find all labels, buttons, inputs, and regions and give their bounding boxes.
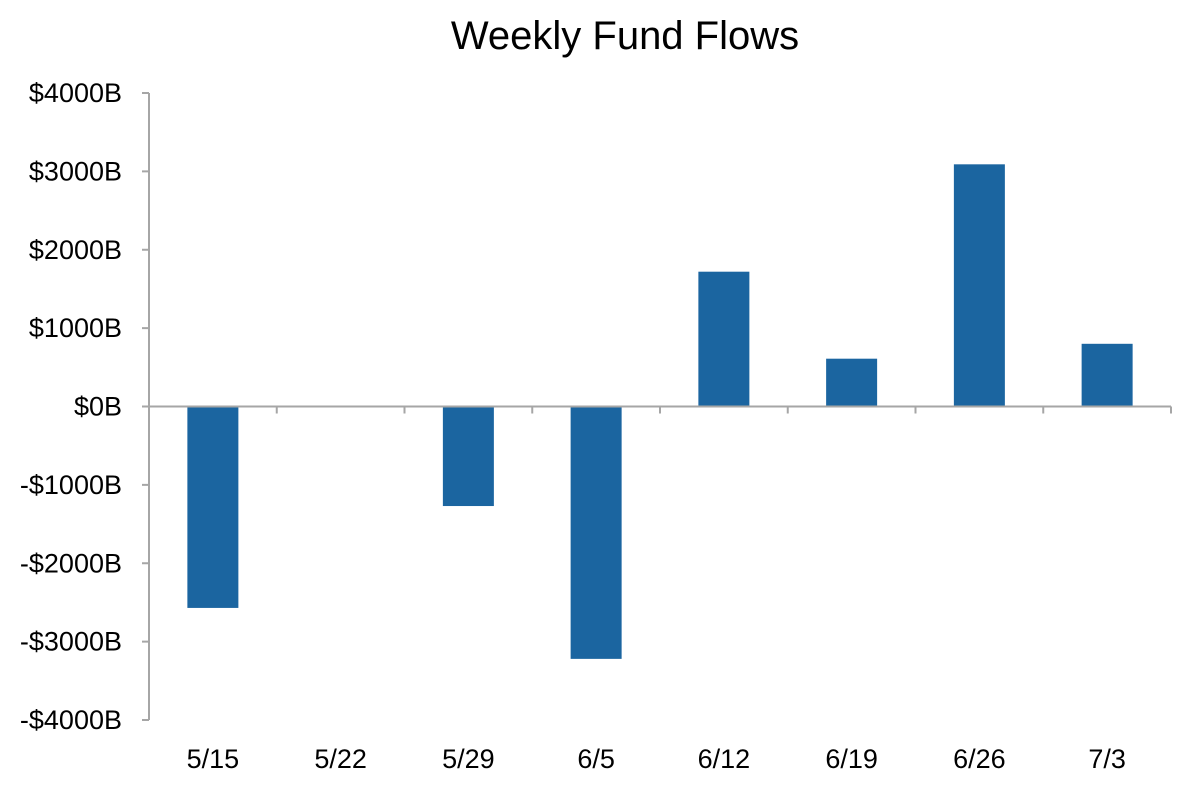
chart-title: Weekly Fund Flows	[450, 14, 800, 58]
x-tick-label: 6/5	[577, 744, 615, 774]
y-tick-label: -$2000B	[20, 548, 122, 578]
bar-7-3	[1081, 343, 1133, 407]
y-tick-label: -$1000B	[20, 470, 122, 500]
x-tick-label: 5/29	[442, 744, 495, 774]
y-tick-label: $4000B	[29, 78, 122, 108]
y-tick-label: $2000B	[29, 235, 122, 265]
bar-6-5	[570, 406, 622, 659]
bar-6-12	[698, 271, 750, 407]
bar-6-19	[826, 358, 878, 407]
y-tick-label: $3000B	[29, 156, 122, 186]
x-tick-label: 5/15	[187, 744, 240, 774]
y-tick-label: -$3000B	[20, 627, 122, 657]
y-tick-label: $0B	[74, 392, 122, 422]
y-tick-label: $1000B	[29, 313, 122, 343]
x-axis: 5/15 5/22 5/29 6/5 6/12 6/19 6/26 7/3	[149, 405, 1172, 774]
x-tick-label: 6/19	[825, 744, 878, 774]
x-tick-label: 7/3	[1088, 744, 1126, 774]
x-tick-label: 6/26	[953, 744, 1006, 774]
bar-5-29	[442, 406, 494, 507]
bars	[187, 164, 1133, 659]
bar-5-15	[187, 406, 239, 608]
y-tick-label: -$4000B	[20, 705, 122, 735]
x-tick-label: 5/22	[314, 744, 367, 774]
bar-6-26	[953, 164, 1005, 407]
y-axis: $4000B $3000B $2000B $1000B $0B -$1000B -$2000…	[20, 78, 150, 735]
x-tick-label: 6/12	[698, 744, 751, 774]
